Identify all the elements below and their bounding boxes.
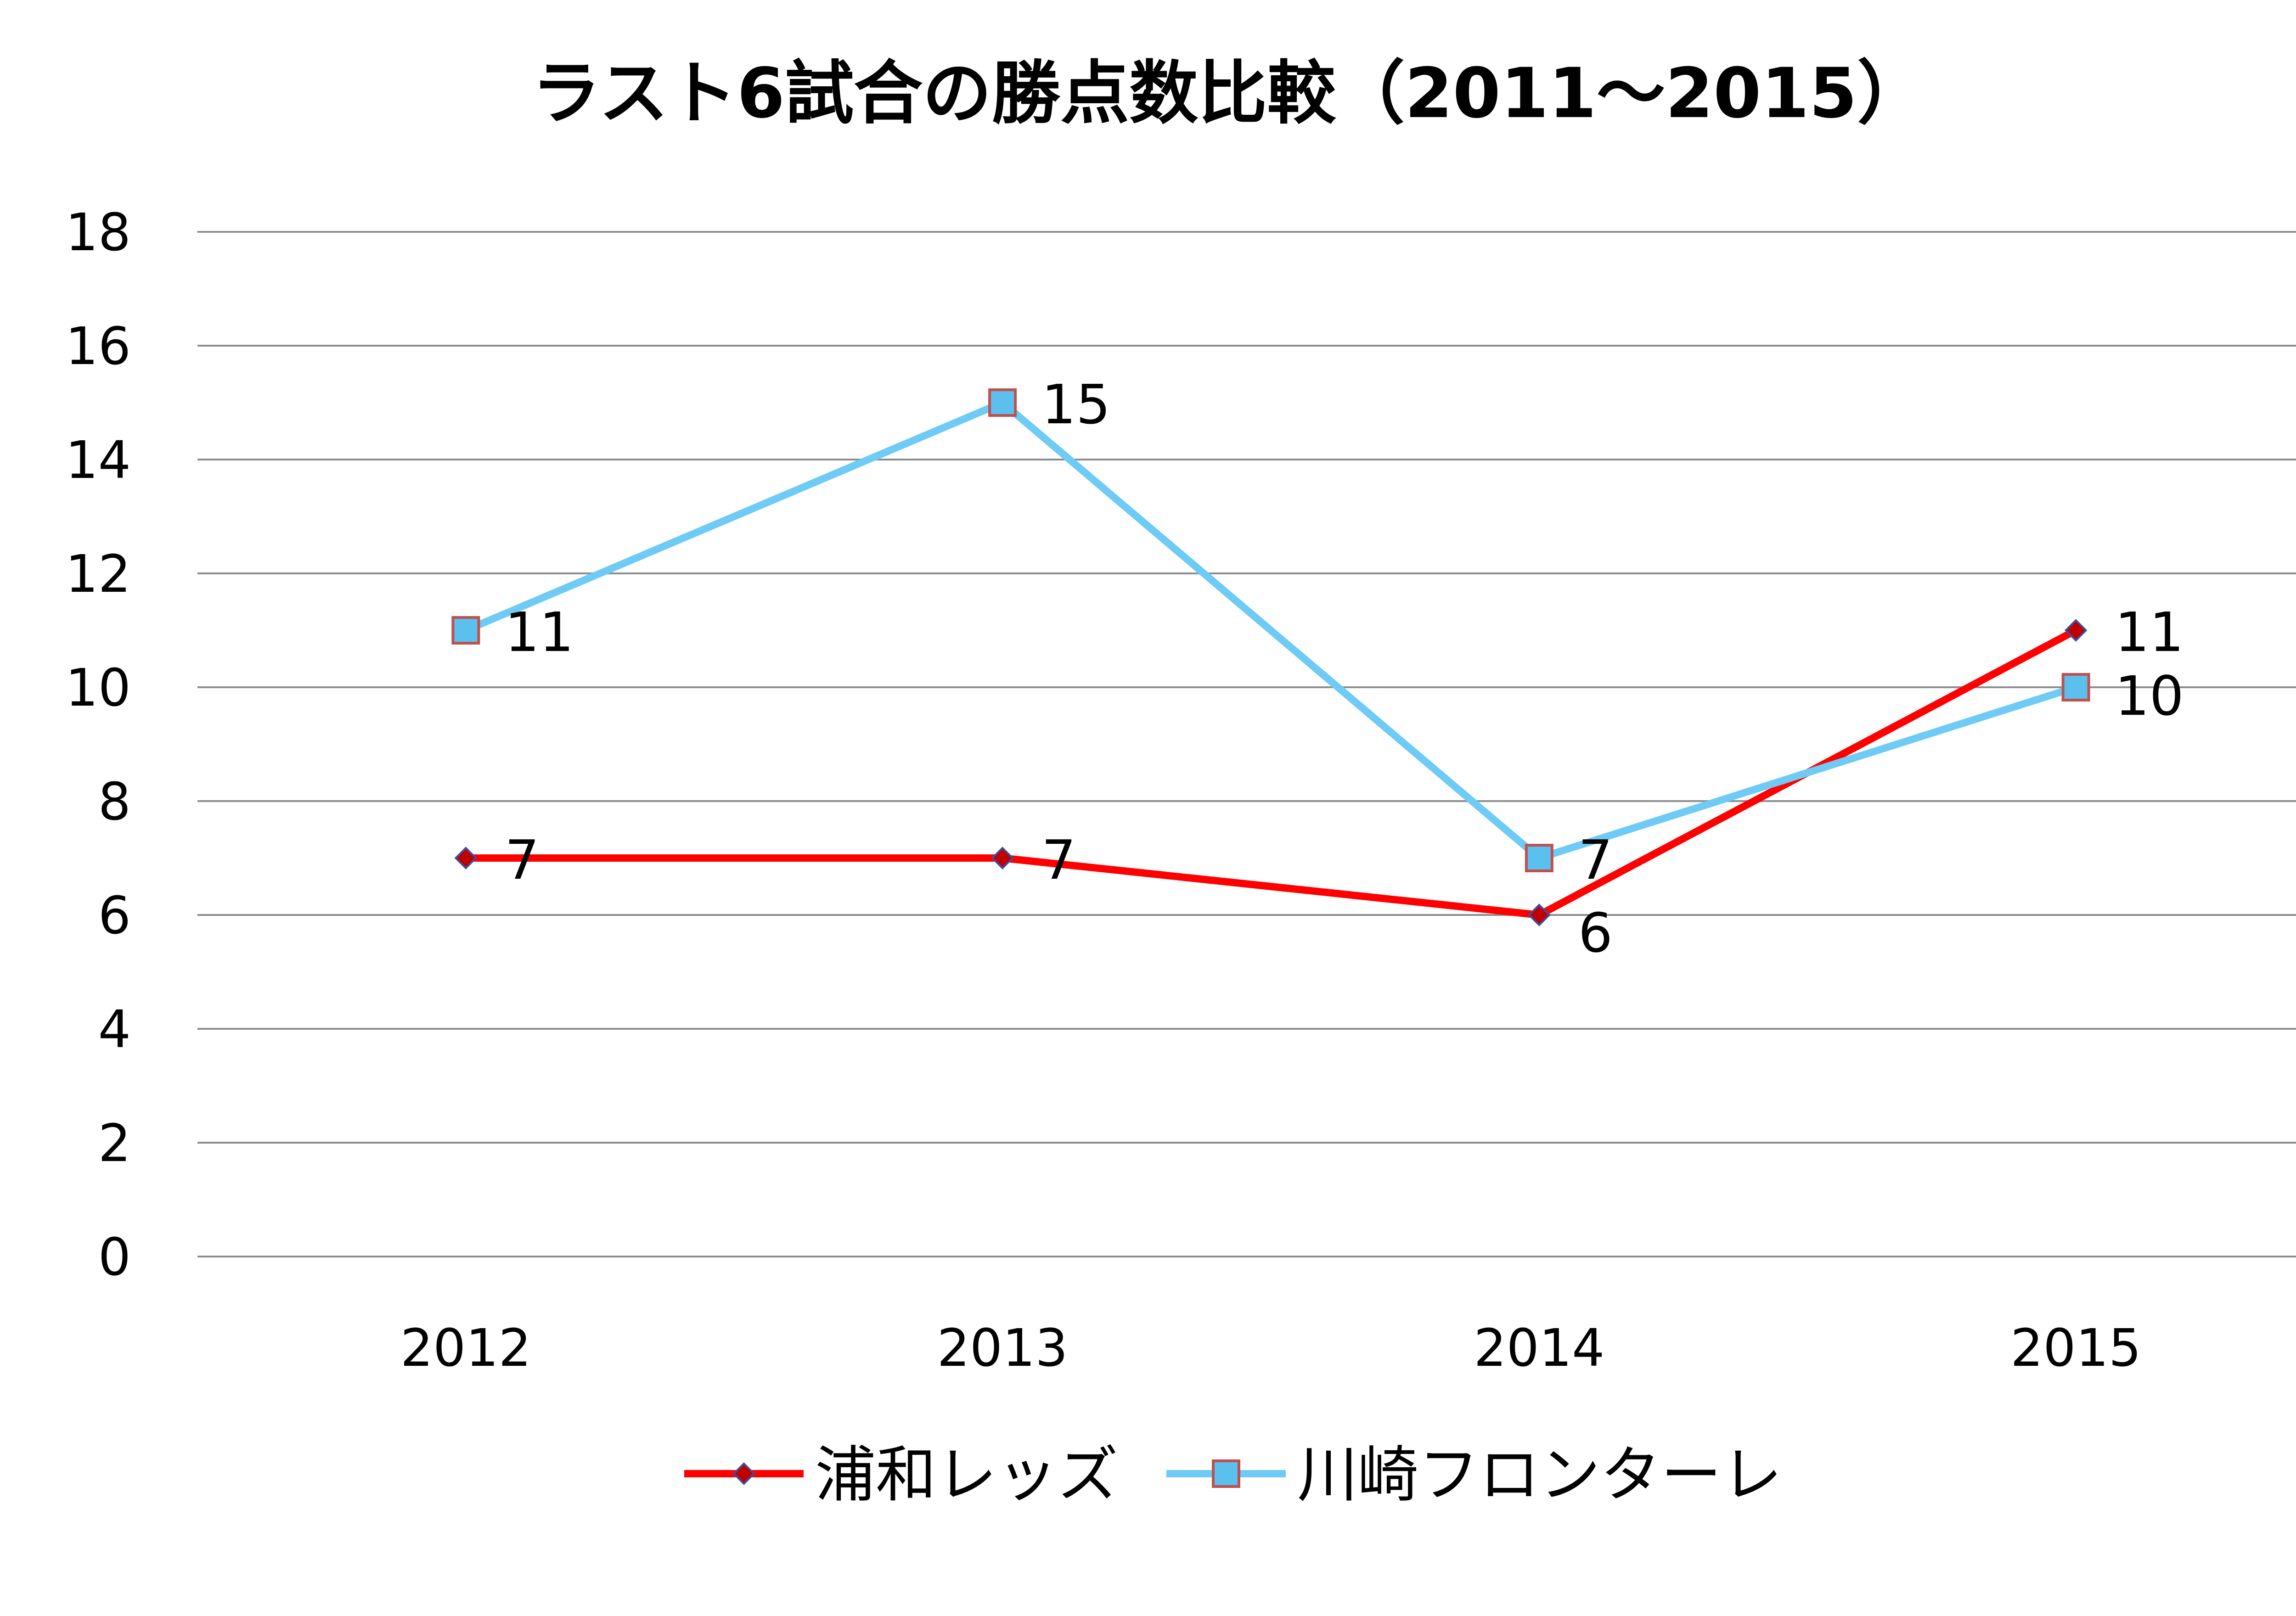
data-point	[454, 847, 478, 870]
series-line-2	[464, 399, 2077, 862]
legend-label: 浦和レッズ	[815, 1440, 1118, 1510]
data-label: 7	[505, 828, 539, 892]
data-point	[1525, 844, 1553, 872]
data-point	[1528, 903, 1551, 926]
data-label: 7	[1041, 828, 1076, 892]
y-tick-label: 8	[98, 772, 131, 832]
data-point	[991, 847, 1014, 870]
data-label: 6	[1578, 901, 1613, 965]
chart-title: ラスト6試合の勝点数比較（2011〜2015）	[532, 54, 1926, 134]
y-tick-label: 0	[98, 1228, 131, 1287]
data-point	[2064, 619, 2088, 642]
y-tick-label: 10	[65, 658, 131, 718]
y-tick-label: 2	[98, 1114, 131, 1173]
x-tick-label: 2015	[2010, 1319, 2141, 1378]
data-label: 11	[2115, 600, 2184, 664]
legend-swatch-marker	[1212, 1459, 1240, 1488]
x-tick-label: 2012	[400, 1319, 531, 1378]
data-label: 10	[2115, 664, 2184, 728]
y-tick-label: 18	[65, 203, 131, 263]
data-point	[2061, 673, 2090, 701]
data-point	[451, 616, 480, 645]
x-tick-label: 2013	[937, 1319, 1068, 1378]
x-tick-label: 2014	[1474, 1319, 1604, 1378]
y-tick-label: 4	[98, 1000, 131, 1060]
data-label: 15	[1041, 373, 1110, 436]
data-label: 11	[505, 600, 574, 664]
series-line-1	[466, 627, 2078, 919]
legend-label: 川崎フロンターレ	[1297, 1440, 1782, 1510]
y-tick-label: 12	[65, 544, 131, 604]
y-tick-label: 14	[65, 431, 131, 490]
y-tick-label: 16	[65, 317, 131, 376]
data-point	[988, 388, 1017, 417]
y-tick-label: 6	[98, 886, 131, 946]
data-label: 7	[1578, 828, 1613, 892]
legend-swatch-marker	[732, 1462, 755, 1485]
